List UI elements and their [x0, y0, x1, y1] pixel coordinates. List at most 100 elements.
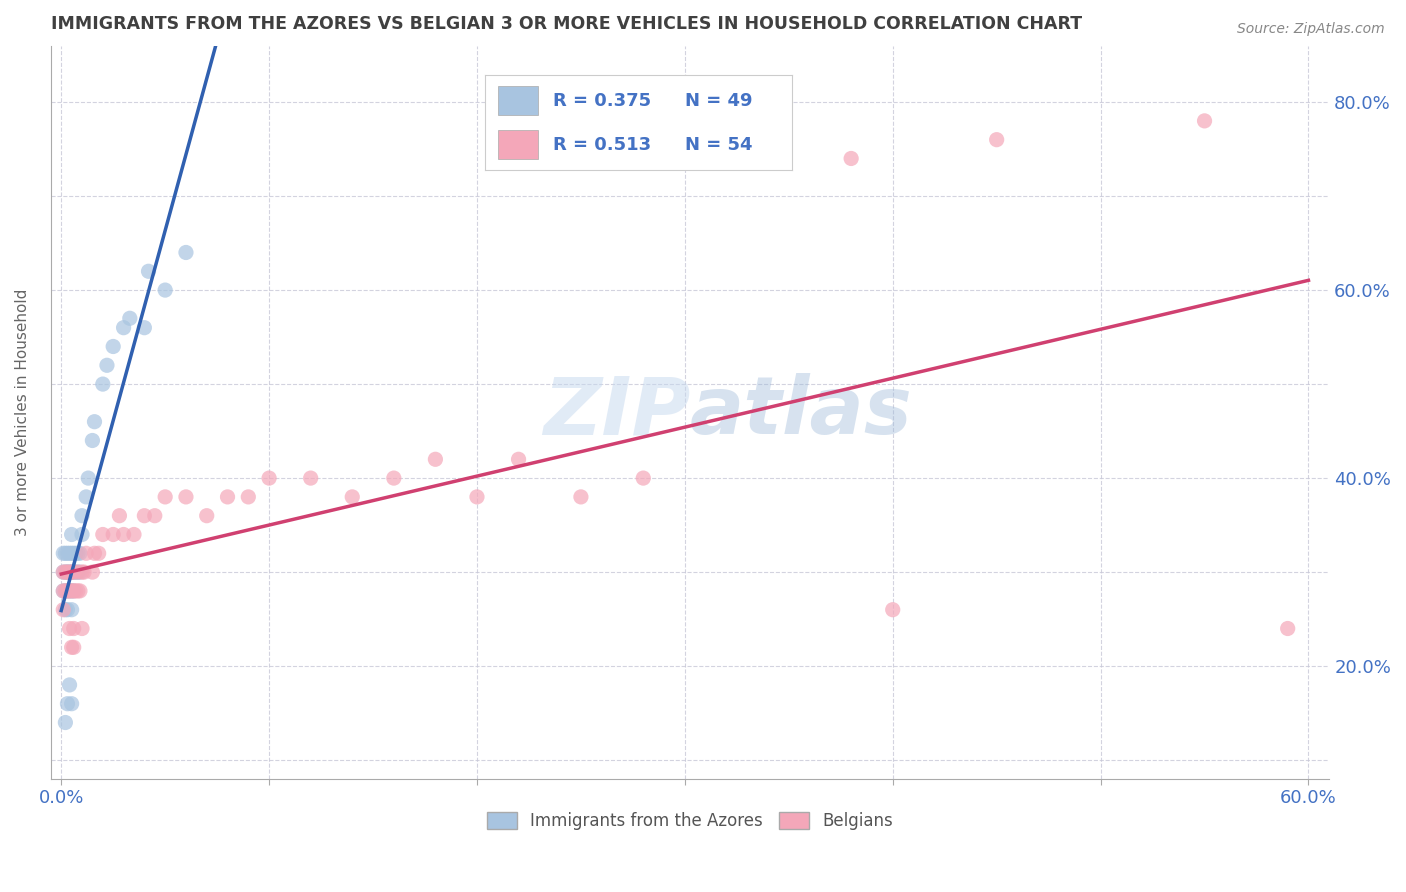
Point: [56, 603, 79, 617]
Point: [153, 283, 176, 297]
Point: [83, 546, 105, 560]
Point: [52, 546, 75, 560]
Point: [56, 546, 79, 560]
Point: [52, 565, 75, 579]
Point: [839, 152, 862, 166]
Point: [56, 565, 79, 579]
Point: [82, 565, 104, 579]
Point: [62, 583, 84, 598]
Point: [1194, 114, 1216, 128]
Point: [55, 565, 77, 579]
Point: [65, 546, 87, 560]
Point: [56, 583, 79, 598]
Point: [87, 546, 110, 560]
Point: [217, 490, 239, 504]
Point: [112, 320, 135, 334]
Point: [55, 715, 77, 730]
Point: [55, 583, 77, 598]
Point: [55, 546, 77, 560]
Point: [134, 508, 156, 523]
Point: [62, 622, 84, 636]
Point: [77, 471, 100, 485]
Point: [382, 471, 405, 485]
Text: ZIP: ZIP: [543, 373, 690, 451]
Point: [70, 508, 93, 523]
Point: [58, 678, 80, 692]
Point: [55, 603, 77, 617]
Point: [66, 565, 89, 579]
Point: [55, 583, 77, 598]
Point: [65, 565, 87, 579]
Point: [73, 565, 96, 579]
Point: [56, 565, 79, 579]
Point: [118, 311, 141, 326]
Point: [82, 434, 104, 448]
Text: atlas: atlas: [690, 373, 912, 451]
Legend: Immigrants from the Azores, Belgians: Immigrants from the Azores, Belgians: [479, 805, 900, 837]
Point: [66, 565, 89, 579]
Point: [70, 527, 93, 541]
Point: [174, 490, 197, 504]
Point: [986, 133, 1008, 147]
Point: [52, 583, 75, 598]
Point: [60, 565, 83, 579]
Point: [69, 565, 91, 579]
Point: [60, 565, 83, 579]
Point: [70, 565, 93, 579]
Point: [134, 320, 156, 334]
Text: IMMIGRANTS FROM THE AZORES VS BELGIAN 3 OR MORE VEHICLES IN HOUSEHOLD CORRELATIO: IMMIGRANTS FROM THE AZORES VS BELGIAN 3 …: [51, 15, 1083, 33]
Point: [60, 697, 83, 711]
Point: [62, 640, 84, 655]
Point: [52, 603, 75, 617]
Point: [238, 490, 260, 504]
Point: [257, 471, 280, 485]
Point: [60, 565, 83, 579]
Point: [143, 508, 166, 523]
Point: [83, 415, 105, 429]
Point: [66, 546, 89, 560]
Point: [70, 622, 93, 636]
Point: [55, 565, 77, 579]
Point: [508, 452, 530, 467]
Point: [58, 565, 80, 579]
Point: [69, 583, 91, 598]
Point: [58, 546, 80, 560]
Point: [112, 527, 135, 541]
Point: [75, 546, 97, 560]
Point: [153, 490, 176, 504]
Point: [66, 583, 89, 598]
Point: [633, 471, 655, 485]
Point: [299, 471, 322, 485]
Point: [69, 546, 91, 560]
Point: [58, 622, 80, 636]
Point: [91, 527, 114, 541]
Point: [174, 245, 197, 260]
Point: [569, 490, 592, 504]
Point: [103, 527, 125, 541]
Point: [195, 508, 218, 523]
Point: [58, 583, 80, 598]
Y-axis label: 3 or more Vehicles in Household: 3 or more Vehicles in Household: [15, 289, 30, 536]
Point: [60, 603, 83, 617]
Point: [62, 565, 84, 579]
Point: [108, 508, 131, 523]
Point: [56, 697, 79, 711]
Point: [882, 603, 904, 617]
Point: [75, 490, 97, 504]
Point: [60, 583, 83, 598]
Text: Source: ZipAtlas.com: Source: ZipAtlas.com: [1237, 22, 1385, 37]
Point: [60, 546, 83, 560]
Point: [62, 583, 84, 598]
Point: [60, 640, 83, 655]
Point: [1277, 622, 1299, 636]
Point: [60, 583, 83, 598]
Point: [425, 452, 447, 467]
Point: [62, 565, 84, 579]
Point: [62, 546, 84, 560]
Point: [122, 527, 145, 541]
Point: [96, 359, 118, 373]
Point: [103, 339, 125, 353]
Point: [52, 583, 75, 598]
Point: [58, 565, 80, 579]
Point: [58, 583, 80, 598]
